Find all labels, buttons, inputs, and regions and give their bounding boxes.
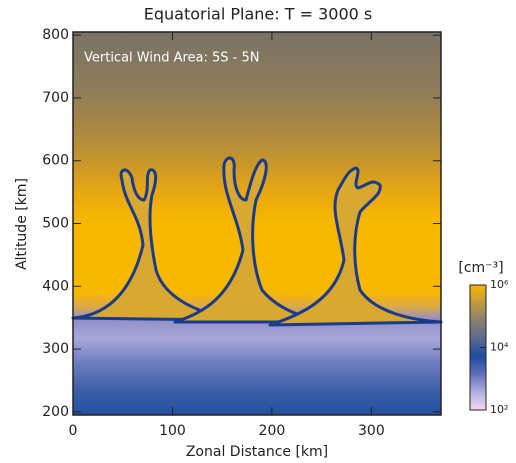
y-tick-label: 800	[42, 27, 69, 43]
colorbar-tick-label: 10⁶	[490, 278, 509, 291]
y-tick-label: 200	[42, 404, 69, 420]
y-tick-label: 600	[42, 153, 69, 169]
y-tick-label: 700	[42, 90, 69, 106]
x-axis-label: Zonal Distance [km]	[186, 444, 328, 460]
annotation: Vertical Wind Area: 5S - 5N	[84, 51, 260, 66]
colorbar-label: [cm⁻³]	[458, 260, 503, 276]
plume	[268, 166, 443, 327]
plume	[71, 168, 232, 322]
x-tick-label: 0	[69, 423, 78, 439]
x-tick-label: 100	[159, 423, 186, 439]
y-tick-label: 300	[42, 341, 69, 357]
x-tick-label: 200	[259, 423, 286, 439]
y-tick-label: 500	[42, 216, 69, 232]
plumes	[71, 156, 443, 327]
plume	[173, 156, 337, 324]
colorbar-tick-label: 10⁴	[490, 341, 509, 354]
x-tick-label: 300	[358, 423, 385, 439]
y-axis-label: Altitude [km]	[14, 178, 30, 270]
chart-title: Equatorial Plane: T = 3000 s	[144, 5, 372, 24]
y-tick-label: 400	[42, 278, 69, 294]
density-field	[73, 32, 441, 415]
colorbar-tick-label: 10²	[490, 403, 508, 416]
